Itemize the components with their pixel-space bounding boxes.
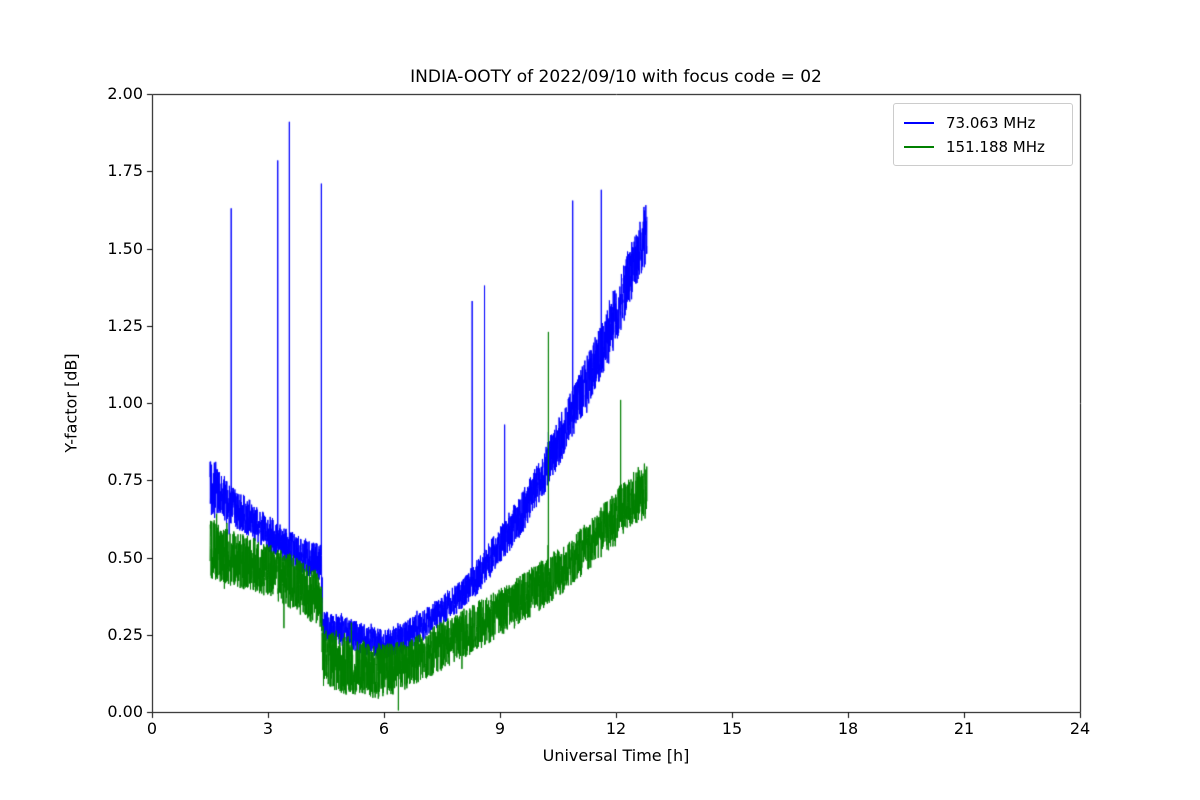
y-axis-label: Y-factor [dB]: [61, 353, 81, 453]
x-tick-label: 3: [262, 719, 274, 738]
legend-entry: 73.063 MHz: [904, 111, 1062, 135]
y-tick-label: 1.25: [107, 315, 143, 335]
y-tick-label: 0.50: [107, 547, 143, 567]
x-tick-label: 9: [494, 719, 506, 738]
y-tick-label: 1.00: [107, 393, 143, 412]
y-tick-label: 1.50: [107, 238, 143, 258]
legend-entries: 73.063 MHz 151.188 MHz: [904, 111, 1062, 159]
legend: 73.063 MHz 151.188 MHz: [893, 103, 1073, 166]
x-tick-label: 0: [146, 719, 158, 738]
legend-entry: 151.188 MHz: [904, 135, 1062, 159]
x-tick-label: 21: [953, 719, 975, 738]
legend-line-swatch: [904, 122, 934, 124]
x-axis-label: Universal Time [h]: [542, 746, 690, 765]
legend-label: 151.188 MHz: [946, 138, 1045, 156]
y-tick-label: 0.00: [107, 702, 143, 721]
y-tick-label: 0.75: [107, 470, 143, 490]
y-tick-label: 2.00: [107, 84, 143, 103]
chart-title: INDIA-OOTY of 2022/09/10 with focus code…: [410, 67, 822, 87]
legend-line-swatch: [904, 146, 934, 148]
x-tick-label: 12: [605, 719, 627, 738]
x-tick-label: 15: [721, 719, 743, 738]
y-tick-label: 1.75: [107, 161, 143, 181]
x-tick-label: 18: [837, 719, 859, 738]
x-tick-label: 6: [378, 719, 390, 738]
y-tick-label: 0.25: [107, 624, 143, 644]
legend-label: 73.063 MHz: [946, 114, 1036, 132]
x-tick-label: 24: [1069, 719, 1091, 738]
